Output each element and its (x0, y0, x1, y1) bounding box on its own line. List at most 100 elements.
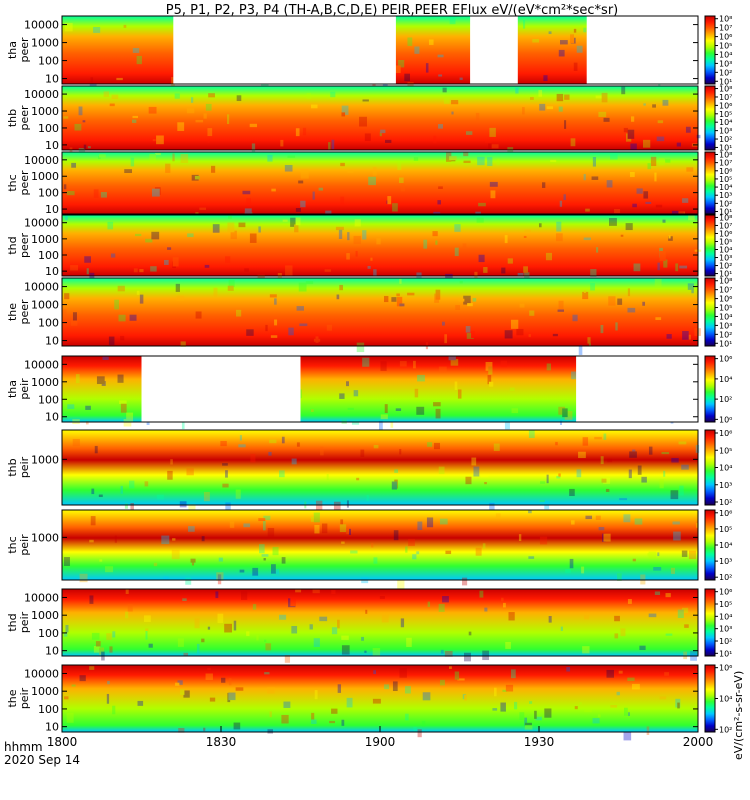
y-tick-label: 10000 (24, 281, 59, 294)
panel-species-label: peir (18, 687, 31, 709)
y-tick-label: 100 (38, 627, 59, 640)
data-gap (173, 16, 396, 84)
y-tick-label: 10000 (24, 358, 59, 371)
panel-the-peir: 10 100 1000 10000 the peir 10² 10⁴ 10⁶ (6, 664, 732, 741)
colorbar-tick-label: 10⁵ (719, 175, 732, 184)
y-tick-label: 10 (45, 73, 59, 86)
colorbar-tick-label: 10⁵ (719, 304, 732, 313)
colorbar-tick-label: 10¹ (719, 208, 732, 217)
panel-frame (61, 85, 699, 151)
colorbar-tick-label: 10⁶ (719, 229, 732, 238)
panel-species-label: peir (18, 611, 31, 633)
colorbar-tick-label: 10³ (719, 557, 732, 566)
spectrogram-fill (62, 430, 698, 505)
panel-probe-label: the (6, 689, 19, 707)
spectrogram-texture (63, 86, 701, 157)
colorbar-tick-label: 10³ (719, 254, 732, 263)
colorbar: 10¹ 10² 10³ 10⁴ 10⁵ 10⁶ (704, 588, 732, 658)
colorbar-tick-label: 10⁷ (719, 24, 732, 33)
panel-species-label: peer (18, 170, 31, 196)
spectrogram-texture (72, 430, 700, 513)
colorbar-tick-label: 10⁵ (719, 237, 732, 246)
y-tick-label: 100 (38, 249, 59, 262)
colorbar-tick-label: 10¹ (719, 270, 732, 279)
panel-probe-label: thd (6, 236, 19, 254)
colorbar-tick-label: 10² (719, 68, 732, 77)
y-tick-label: 10000 (24, 154, 59, 167)
colorbar-tick-label: 10⁶ (719, 355, 732, 364)
y-tick-label: 1000 (31, 453, 59, 466)
colorbar-tick-label: 10⁴ (719, 183, 732, 192)
colorbar-tick-label: 10⁴ (719, 464, 732, 473)
colorbar-tick-label: 10⁶ (719, 429, 732, 438)
panel-tha-peir: 10 100 1000 10000 tha peir 10⁰ 10² 10⁴ 10⁶ (6, 355, 732, 431)
panel-frame (61, 509, 699, 581)
spectrogram-fill (62, 589, 698, 656)
spectrogram-texture (64, 215, 702, 282)
x-tick-label: 1930 (524, 735, 555, 749)
colorbar-tick-label: 10² (719, 330, 732, 339)
data-gap (141, 356, 301, 422)
colorbar: 10⁰ 10² 10⁴ 10⁶ (704, 355, 732, 424)
colorbar-tick-label: 10³ (719, 481, 732, 490)
panel-frame (61, 214, 699, 277)
colorbar-tick-label: 10² (719, 637, 732, 646)
panel-frame (61, 277, 699, 347)
panel-probe-label: thc (6, 174, 19, 191)
colorbar-tick-label: 10⁷ (719, 159, 732, 168)
x-tick-label: 1800 (47, 735, 78, 749)
colorbar-tick-label: 10² (719, 262, 732, 271)
x-tick-label: 1830 (206, 735, 237, 749)
spectrogram-fill (62, 665, 698, 732)
panel-frame (61, 355, 699, 423)
colorbar-tick-label: 10⁴ (719, 246, 732, 255)
y-tick-label: 100 (38, 122, 59, 135)
spectrogram-fill (62, 86, 698, 150)
panel-probe-label: thb (6, 109, 19, 127)
y-tick-label: 10 (45, 203, 59, 216)
colorbar-tick-label: 10⁷ (719, 93, 732, 102)
colorbar-tick-label: 10³ (719, 321, 732, 330)
panel-frame (61, 151, 699, 215)
panel-probe-label: tha (6, 380, 19, 398)
y-tick-label: 1000 (31, 37, 59, 50)
y-tick-label: 100 (38, 187, 59, 200)
colorbar-tick-label: 10⁰ (719, 415, 732, 424)
y-tick-label: 1000 (31, 233, 59, 246)
colorbar-tick-label: 10⁵ (719, 446, 732, 455)
colorbar-tick-label: 10¹ (719, 649, 732, 658)
colorbar-tick-label: 10⁶ (719, 295, 732, 304)
date-label: 2020 Sep 14 (4, 753, 80, 767)
spectrogram-texture (63, 510, 699, 590)
panel-probe-label: the (6, 303, 19, 321)
colorbar-tick-label: 10⁴ (719, 312, 732, 321)
data-gap (470, 16, 518, 84)
panel-thd-peir: 10 100 1000 10000 thd peir 10¹ 10² 10³ 10⁴ 10⁵ 10⁶ (6, 588, 732, 663)
panel-species-label: peer (18, 37, 31, 63)
data-gap (586, 16, 698, 84)
panel-frame (61, 429, 699, 506)
spectrogram-fill (62, 215, 698, 276)
colorbar: 10² 10³ 10⁴ 10⁵ 10⁶ (704, 509, 732, 582)
y-tick-label: 100 (38, 317, 59, 330)
y-tick-label: 100 (38, 703, 59, 716)
x-tick-label: 1900 (365, 735, 396, 749)
colorbar-tick-label: 10⁴ (719, 541, 732, 550)
y-tick-label: 1000 (31, 376, 59, 389)
colorbar-tick-label: 10⁴ (719, 612, 732, 621)
time-label: hhmm (4, 740, 43, 754)
colorbar: 10² 10⁴ 10⁶ (704, 664, 732, 734)
y-tick-label: 10 (45, 645, 59, 658)
panel-species-label: peir (18, 456, 31, 478)
colorbar-tick-label: 10⁸ (719, 277, 732, 286)
panel-species-label: peer (18, 105, 31, 131)
y-tick-label: 10 (45, 335, 59, 348)
y-tick-label: 1000 (31, 685, 59, 698)
